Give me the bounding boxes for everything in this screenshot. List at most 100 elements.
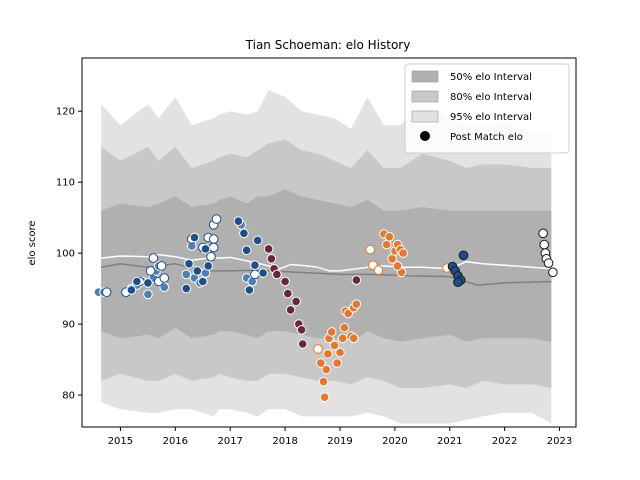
band-50 [101,189,552,342]
legend-label: Post Match elo [450,132,523,143]
data-point [263,244,274,254]
data-point [384,232,395,242]
data-point [337,333,348,344]
data-point [343,308,354,319]
data-point [538,228,548,239]
y-tick-label: 90 [62,320,75,331]
y-tick-label: 100 [56,249,75,260]
data-point [252,235,263,246]
x-tick-label: 2018 [272,436,297,447]
legend-box [404,63,570,154]
data-point [189,232,200,243]
data-point [208,242,219,253]
data-point [208,234,219,244]
data-point [398,248,408,258]
data-point [132,276,142,287]
legend-swatch [411,70,439,83]
y-tick-label: 110 [56,178,75,189]
data-point [319,392,330,403]
legend-label: 50% elo Interval [450,72,532,83]
legend-swatch [411,110,439,123]
data-point [351,299,362,310]
data-point [296,325,307,335]
data-point [250,260,260,271]
data-point [297,339,308,349]
data-point [159,273,170,283]
x-axis: 2015 2016 2017 2018 2019 2020 2021 2022 2023 [108,427,572,447]
legend: 50% elo Interval 80% elo Interval 95% elo … [404,63,570,154]
legend-swatch [411,90,439,103]
data-point [250,269,260,280]
x-tick-label: 2023 [547,436,572,447]
x-tick-label: 2015 [108,436,133,447]
data-point [241,245,252,256]
legend-label: 95% elo Interval [450,112,532,123]
data-point [101,287,112,298]
data-point [198,276,208,287]
data-point [143,278,153,288]
data-point [453,277,463,288]
data-point [145,266,156,276]
data-point [326,327,337,337]
data-point [318,376,329,387]
data-point [159,282,170,293]
data-point [211,214,222,224]
chart-title: Tian Schoeman: elo History [245,38,411,52]
data-point [365,244,376,255]
data-point [291,296,301,307]
data-point [239,228,249,239]
data-point [539,239,550,250]
data-point [203,261,213,271]
data-point [543,258,554,268]
data-point [181,269,192,280]
x-tick-label: 2021 [437,436,462,447]
data-point [283,288,293,299]
data-point [285,305,296,315]
data-points [93,214,558,403]
data-point [272,269,282,280]
data-point [323,349,333,359]
data-point [258,268,268,278]
data-point [548,267,558,278]
data-point [266,253,277,264]
data-point [280,276,290,287]
legend-marker [420,131,430,141]
data-point [392,261,403,271]
data-point [348,333,359,344]
x-tick-label: 2017 [217,436,242,447]
data-point [233,216,244,226]
data-point [244,285,255,295]
data-point [313,344,323,354]
data-point [329,340,340,351]
data-point [332,358,343,368]
data-point [335,347,345,358]
data-point [148,253,159,263]
data-point [126,285,137,295]
data-point [200,244,211,254]
data-point [458,250,469,261]
y-axis: 80 90 100 110 120 [56,107,82,402]
legend-label: 80% elo Interval [450,92,532,103]
data-point [156,261,167,271]
data-point [181,283,192,294]
data-point [339,322,350,333]
x-tick-label: 2016 [163,436,188,447]
y-tick-label: 120 [56,107,75,118]
data-point [351,275,362,285]
x-tick-label: 2020 [382,436,407,447]
data-point [206,251,216,262]
data-point [321,364,332,375]
median-line [101,253,552,272]
data-point [373,265,384,276]
data-point [143,289,153,300]
y-tick-label: 80 [62,391,75,402]
y-axis-label: elo score [27,220,38,265]
data-point [316,358,326,368]
x-tick-label: 2019 [327,436,352,447]
plot-frame [81,57,577,428]
data-point [192,266,203,276]
interval-bands [101,89,552,424]
data-point [184,259,194,269]
x-tick-label: 2022 [492,436,517,447]
